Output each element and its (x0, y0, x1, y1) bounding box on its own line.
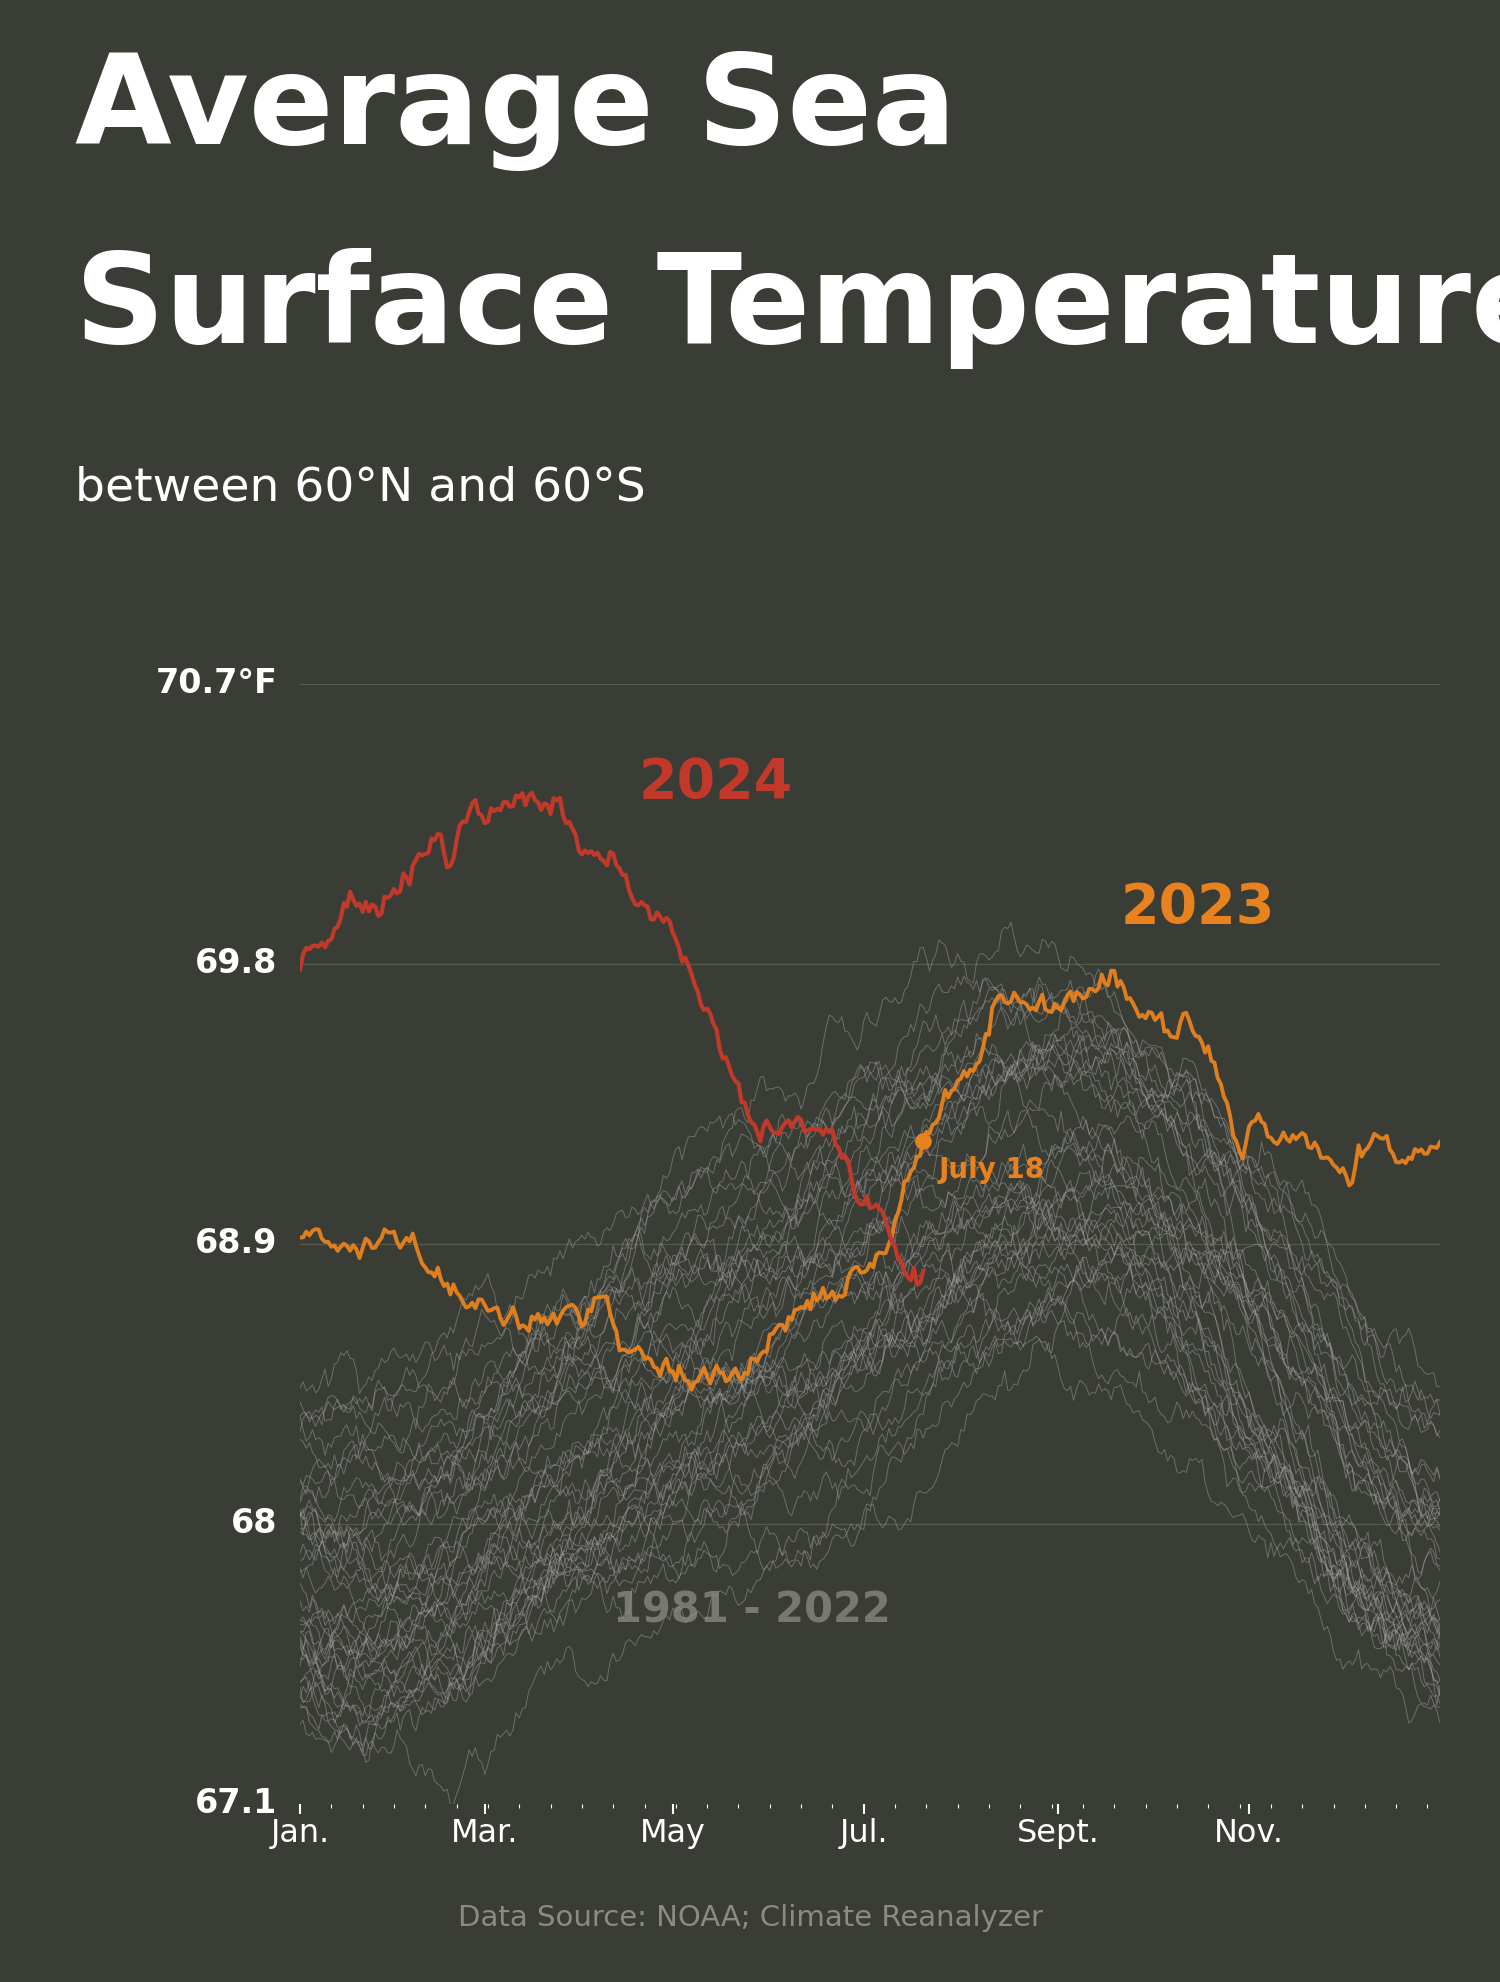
Text: 1981 - 2022: 1981 - 2022 (614, 1590, 891, 1631)
Text: Average Sea: Average Sea (75, 50, 957, 170)
Text: 67.1: 67.1 (195, 1788, 278, 1819)
Text: 2023: 2023 (1120, 880, 1275, 936)
Text: Surface Temperature: Surface Temperature (75, 248, 1500, 369)
Text: 2024: 2024 (638, 757, 792, 811)
Text: 70.7°F: 70.7°F (156, 668, 278, 700)
Text: July 18: July 18 (939, 1156, 1046, 1183)
Text: Data Source: NOAA; Climate Reanalyzer: Data Source: NOAA; Climate Reanalyzer (458, 1905, 1042, 1932)
Text: 69.8: 69.8 (195, 947, 278, 981)
Text: 68.9: 68.9 (195, 1227, 278, 1261)
Text: between 60°N and 60°S: between 60°N and 60°S (75, 466, 645, 511)
Text: 68: 68 (231, 1506, 278, 1540)
